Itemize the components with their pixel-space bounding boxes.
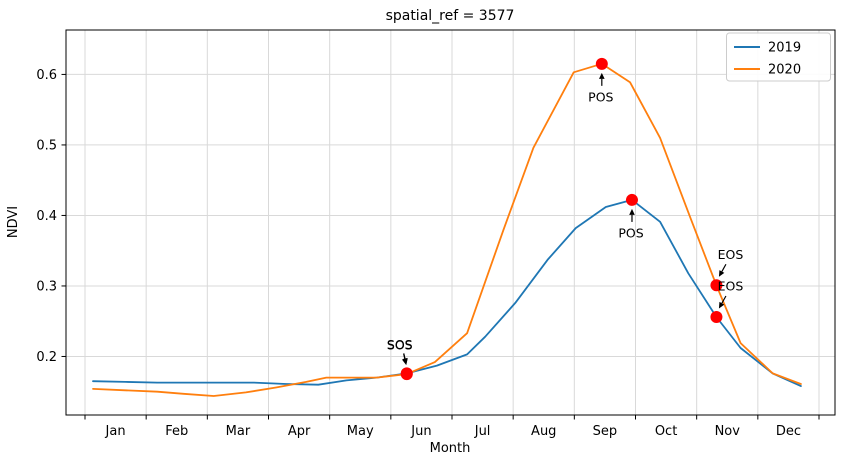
legend-label-2020: 2020 — [768, 63, 801, 78]
y-axis-label: NDVI — [6, 206, 21, 238]
chart-title: spatial_ref = 3577 — [386, 8, 515, 24]
series-line-2019 — [92, 198, 802, 388]
undefined-arrow-head — [402, 358, 408, 366]
marker-dot-pos-2020 — [595, 57, 608, 70]
y-tick-label-0.6: 0.6 — [36, 68, 57, 83]
x-tick-label-apr: Apr — [288, 424, 311, 439]
undefined-arrow-line — [721, 295, 727, 304]
series-line-2020 — [92, 62, 802, 397]
x-tick-label-mar: Mar — [226, 424, 251, 439]
undefined-arrow-head — [718, 301, 725, 309]
marker-dot-sos-2020 — [400, 368, 413, 381]
annotation-eos-2020-label: EOS — [718, 247, 744, 262]
x-tick-label-jan: Jan — [105, 424, 126, 439]
undefined-arrow-head — [599, 72, 605, 79]
undefined-arrow-head — [718, 270, 725, 277]
x-tick-label-nov: Nov — [715, 424, 741, 439]
marker-dot-eos-2019 — [710, 310, 723, 323]
undefined-arrow-line — [721, 263, 727, 272]
y-tick-label-0.3: 0.3 — [36, 279, 57, 294]
undefined-arrow-line — [403, 353, 406, 360]
x-tick-label-jun: Jun — [410, 424, 431, 439]
x-tick-label-dec: Dec — [776, 424, 801, 439]
x-tick-label-sep: Sep — [593, 424, 618, 439]
y-tick-label-0.5: 0.5 — [36, 138, 57, 153]
legend-label-2019: 2019 — [768, 41, 801, 56]
marker-dot-pos-2019 — [625, 193, 638, 206]
annotation-pos-2020-label: POS — [588, 89, 613, 104]
legend: 2019 2020 — [726, 32, 831, 82]
annotation-sos-2019-label: SOS — [387, 337, 413, 352]
x-tick-label-aug: Aug — [531, 424, 556, 439]
y-tick-label-0.2: 0.2 — [36, 350, 57, 365]
plot-border — [65, 29, 836, 416]
x-tick-label-feb: Feb — [165, 424, 188, 439]
annotation-pos-2019-label: POS — [618, 225, 643, 240]
x-tick-label-may: May — [347, 424, 374, 439]
y-tick-label-0.4: 0.4 — [36, 209, 57, 224]
annotation-eos-2019-label: EOS — [718, 278, 744, 293]
undefined-arrow-head — [629, 208, 635, 215]
x-axis-label: Month — [430, 441, 471, 456]
annotation-sos-2020-label: SOS — [387, 338, 413, 353]
x-tick-label-jul: Jul — [474, 424, 491, 439]
x-tick-label-oct: Oct — [655, 424, 677, 439]
marker-dot-eos-2020 — [710, 279, 723, 292]
